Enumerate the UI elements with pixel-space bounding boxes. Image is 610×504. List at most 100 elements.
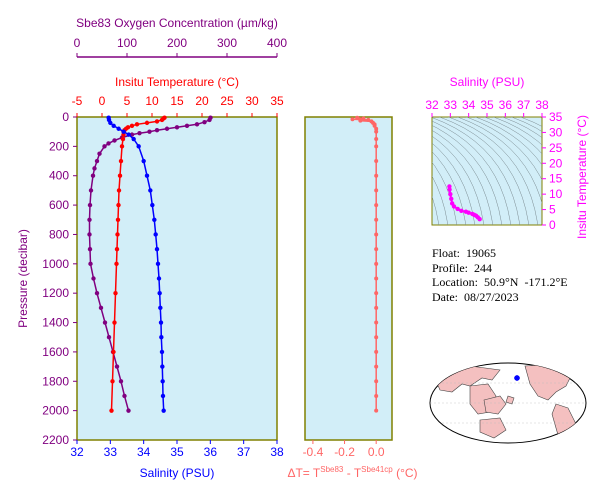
ts-temperature-tick-label: 35 xyxy=(549,110,563,124)
ts-temperature-tick-label: 25 xyxy=(549,141,563,155)
salinity-point xyxy=(160,364,165,369)
oxygen-point xyxy=(194,122,200,127)
density-contour xyxy=(432,195,439,225)
pressure-tick-label: 1800 xyxy=(42,374,69,388)
oxygen-point xyxy=(126,408,131,413)
oxygen-point xyxy=(94,158,100,164)
salinity-point xyxy=(156,276,162,281)
oxygen-point xyxy=(154,128,160,133)
temperature-point xyxy=(120,136,126,142)
delta-point xyxy=(355,115,360,120)
delta-tick-label: 0.0 xyxy=(368,445,385,459)
pressure-tick-label: 1600 xyxy=(42,345,69,359)
temperature-point xyxy=(154,119,160,124)
density-contour xyxy=(432,129,493,225)
salinity-point xyxy=(157,290,162,296)
temperature-tick-label: 5 xyxy=(124,94,131,108)
salinity-point xyxy=(161,408,166,413)
delta-point xyxy=(374,173,379,178)
ts-point xyxy=(466,210,471,215)
salinity-tick-label: 35 xyxy=(170,445,184,459)
float-id: Float: 19065 xyxy=(432,246,497,260)
temperature-point xyxy=(115,232,120,237)
oxygen-point xyxy=(202,119,207,125)
oxygen-point xyxy=(106,335,112,340)
oxygen-point xyxy=(90,173,96,178)
salinity-point xyxy=(148,188,153,193)
delta-point xyxy=(374,137,379,142)
oxygen-point xyxy=(106,141,111,146)
delta-point xyxy=(374,261,379,266)
salinity-point xyxy=(150,202,155,208)
delta-point xyxy=(374,203,379,208)
oxygen-point xyxy=(102,320,108,325)
delta-label-text: (°C) xyxy=(393,466,418,480)
oxygen-point xyxy=(87,202,93,208)
oxygen-point xyxy=(122,393,127,399)
oxygen-tick-label: 300 xyxy=(217,36,237,50)
delta-point xyxy=(374,320,379,325)
salinity-tick-label: 33 xyxy=(104,445,118,459)
ts-temperature-tick-label: 30 xyxy=(549,125,563,139)
temperature-point xyxy=(113,290,118,296)
temperature-tick-label: 30 xyxy=(245,94,259,108)
salinity-point xyxy=(152,217,157,222)
temperature-tick-label: -5 xyxy=(72,94,83,108)
temperature-tick-label: 0 xyxy=(99,94,106,108)
density-contour xyxy=(474,117,542,166)
oxygen-point xyxy=(137,130,142,136)
salinity-point xyxy=(154,246,160,252)
ts-temperature-tick-label: 0 xyxy=(549,218,556,232)
density-contour xyxy=(447,117,538,225)
pressure-tick-label: 2000 xyxy=(42,404,69,418)
delta-point xyxy=(372,123,377,128)
temperature-point xyxy=(119,144,125,149)
delta-label-text: ΔT= T xyxy=(287,466,320,480)
pressure-tick-label: 600 xyxy=(49,198,69,212)
temperature-point xyxy=(144,120,150,126)
oxygen-point xyxy=(88,188,94,193)
temperature-point xyxy=(129,123,135,129)
salinity-point xyxy=(153,232,158,237)
pressure-tick-label: 0 xyxy=(62,110,69,124)
ts-point xyxy=(449,196,454,201)
salinity-tick-label: 34 xyxy=(137,445,151,459)
temperature-point xyxy=(115,217,121,222)
temperature-point xyxy=(114,246,120,252)
delta-point xyxy=(374,408,379,413)
landmass xyxy=(483,395,507,415)
delta-point xyxy=(374,379,379,384)
salinity-point xyxy=(141,158,146,164)
density-contour xyxy=(456,117,542,205)
salinity-point xyxy=(160,379,165,384)
salinity-point xyxy=(158,320,164,325)
profile-number: Profile: 244 xyxy=(432,260,492,275)
ts-salinity-tick-label: 34 xyxy=(462,98,476,112)
temperature-tick-label: 15 xyxy=(170,94,184,108)
delta-point xyxy=(361,116,366,121)
delta-point xyxy=(374,291,379,296)
ts-salinity-tick-label: 32 xyxy=(425,98,439,112)
oxygen-point xyxy=(88,261,93,267)
date: Date: 08/27/2023 xyxy=(432,289,519,304)
float-location-marker xyxy=(514,375,520,381)
ts-salinity-axis-label: Salinity (PSU) xyxy=(450,75,525,89)
delta-point xyxy=(366,117,371,122)
oxygen-point xyxy=(92,166,97,171)
pressure-tick-label: 1000 xyxy=(42,257,69,271)
pressure-tick-label: 200 xyxy=(49,139,69,153)
landmass xyxy=(505,395,515,405)
delta-point xyxy=(374,144,379,149)
ts-salinity-tick-label: 33 xyxy=(444,98,458,112)
delta-label-text: - T xyxy=(343,466,361,480)
temperature-point xyxy=(112,320,117,325)
ts-point xyxy=(459,208,464,214)
temperature-point xyxy=(114,261,119,267)
density-contour xyxy=(432,117,520,225)
oxygen-point xyxy=(97,151,102,156)
delta-point xyxy=(374,217,379,222)
temperature-tick-label: 25 xyxy=(220,94,234,108)
oxygen-point xyxy=(87,246,93,252)
pressure-tick-label: 2200 xyxy=(42,433,69,447)
